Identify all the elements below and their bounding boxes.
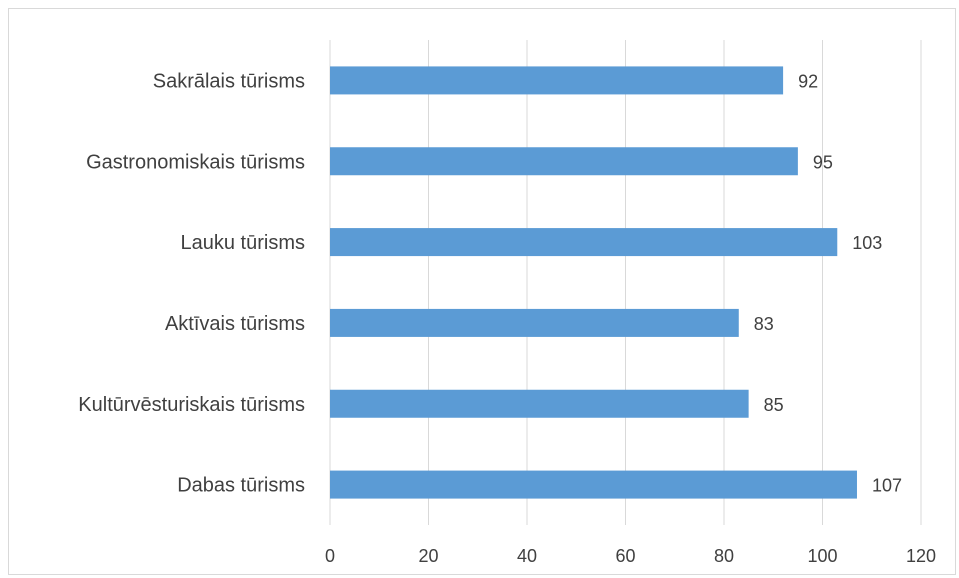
data-label-5: 107 bbox=[872, 476, 902, 496]
x-tick-label-3: 60 bbox=[615, 546, 635, 566]
data-label-3: 83 bbox=[754, 314, 774, 334]
bars bbox=[330, 66, 857, 499]
x-tick-label-6: 120 bbox=[906, 546, 936, 566]
bar-4 bbox=[330, 389, 749, 418]
category-label-1: Gastronomiskais tūrisms bbox=[86, 151, 305, 173]
data-label-2: 103 bbox=[852, 233, 882, 253]
gridlines bbox=[329, 40, 922, 525]
data-label-1: 95 bbox=[813, 152, 833, 172]
bar-5 bbox=[330, 470, 857, 499]
category-labels: Sakrālais tūrisms Gastronomiskais tūrisms… bbox=[78, 70, 305, 496]
x-tick-label-2: 40 bbox=[517, 546, 537, 566]
bar-3 bbox=[330, 308, 739, 337]
bar-1 bbox=[330, 147, 798, 176]
bar-2 bbox=[330, 228, 838, 257]
x-tick-label-5: 100 bbox=[807, 546, 837, 566]
data-labels: 92 95 103 83 85 107 bbox=[754, 71, 902, 495]
x-tick-label-0: 0 bbox=[325, 546, 335, 566]
x-tick-labels: 0 20 40 60 80 100 120 bbox=[325, 546, 936, 566]
x-tick-label-1: 20 bbox=[418, 546, 438, 566]
category-label-4: Kultūrvēsturiskais tūrisms bbox=[78, 394, 305, 416]
category-label-5: Dabas tūrisms bbox=[177, 475, 305, 497]
data-label-4: 85 bbox=[764, 395, 784, 415]
category-label-0: Sakrālais tūrisms bbox=[153, 70, 305, 92]
category-label-2: Lauku tūrisms bbox=[181, 232, 306, 254]
category-label-3: Aktīvais tūrisms bbox=[165, 313, 305, 335]
x-tick-label-4: 80 bbox=[714, 546, 734, 566]
bar-0 bbox=[330, 66, 784, 95]
data-label-0: 92 bbox=[798, 71, 818, 91]
